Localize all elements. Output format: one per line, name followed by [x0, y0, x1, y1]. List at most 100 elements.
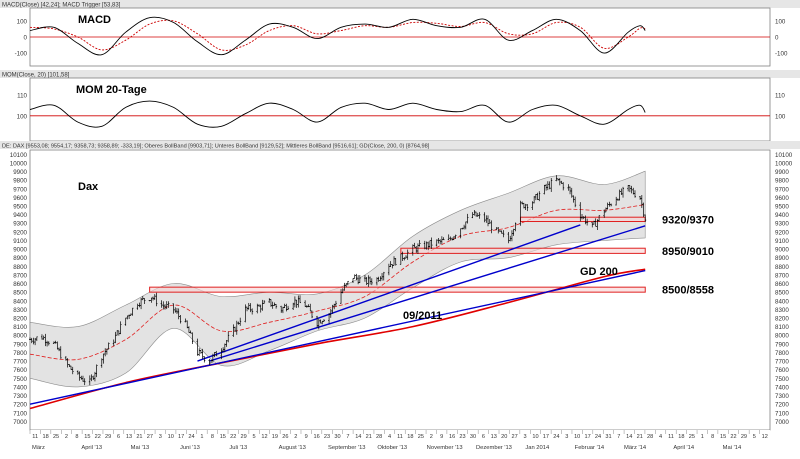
price-tick-left: 8000	[13, 333, 27, 340]
price-tick-left: 8200	[13, 316, 27, 323]
x-month-label: März	[32, 445, 45, 451]
x-month-label: April '13	[81, 445, 102, 451]
mom-tick-labels: 110 110 100 100	[17, 92, 786, 120]
price-tick-right: 8000	[775, 333, 789, 340]
price-tick-right: 7700	[775, 359, 789, 366]
price-tick-right: 8600	[775, 281, 789, 288]
x-day-label: 30	[334, 434, 340, 440]
zone-label-2: 8950/9010	[662, 246, 714, 258]
price-tick-left: 9300	[13, 221, 27, 228]
x-day-label: 27	[512, 434, 518, 440]
mom-tick-right: 100	[775, 113, 786, 120]
x-day-label: 24	[553, 434, 559, 440]
price-tick-left: 8300	[13, 307, 27, 314]
price-tick-left: 7700	[13, 359, 27, 366]
x-day-label: 27	[147, 434, 153, 440]
x-day-label: 14	[355, 434, 361, 440]
price-tick-left: 7900	[13, 341, 27, 348]
mom-header-bar	[0, 70, 800, 78]
x-day-label: 15	[720, 434, 726, 440]
x-day-label: 9	[305, 434, 308, 440]
price-tick-right: 7900	[775, 341, 789, 348]
price-tick-right: 8200	[775, 316, 789, 323]
x-day-label: 2	[65, 434, 68, 440]
x-month-label: September '13	[328, 445, 366, 451]
price-tick-left: 7800	[13, 350, 27, 357]
x-day-label: 29	[741, 434, 747, 440]
price-tick-left: 7100	[13, 410, 27, 417]
macd-tick-left: 0	[24, 35, 28, 42]
price-tick-right: 9400	[775, 212, 789, 219]
price-tick-left: 9100	[13, 238, 27, 245]
x-day-label: 31	[605, 434, 611, 440]
price-tick-left: 7300	[13, 393, 27, 400]
price-tick-right: 8500	[775, 290, 789, 297]
x-day-label: 13	[491, 434, 497, 440]
x-month-label: Juli '13	[229, 445, 247, 451]
x-month-label: Februar '14	[575, 445, 605, 451]
mom-tick-right: 110	[775, 92, 785, 99]
trendline-2	[197, 224, 581, 362]
price-tick-left: 9400	[13, 212, 27, 219]
x-day-label: 28	[376, 434, 382, 440]
macd-tick-right: 0	[775, 35, 779, 42]
x-day-label: 15	[84, 434, 90, 440]
x-month-label: Juni '13	[180, 445, 200, 451]
x-day-label: 25	[418, 434, 424, 440]
price-tick-left: 7600	[13, 367, 27, 374]
price-title: Dax	[78, 181, 99, 193]
x-day-label: 28	[647, 434, 653, 440]
price-tick-right: 8700	[775, 272, 789, 279]
price-tick-right: 7200	[775, 402, 789, 409]
x-month-label: Mai '14	[723, 445, 742, 451]
x-day-label: 4	[388, 434, 391, 440]
price-header-text: DE: DAX [9553,08; 9554,17; 9358,73; 9358…	[2, 144, 430, 150]
mom-tick-left: 110	[17, 92, 27, 99]
price-tick-left: 7000	[13, 419, 27, 426]
bollinger-middle-line	[29, 204, 646, 361]
x-day-label: 19	[272, 434, 278, 440]
support-zone-1	[519, 216, 646, 223]
price-tick-right: 9200	[775, 229, 789, 236]
macd-tick-right: 100	[775, 18, 786, 25]
mom-header-text: MOM(Close, 20) [101,58]	[2, 73, 70, 79]
trendline-label-09-2011: 09/2011	[403, 310, 442, 322]
x-day-label: 23	[459, 434, 465, 440]
price-tick-right: 9700	[775, 186, 789, 193]
macd-header-text: MACD(Close) [42,24]; MACD Trigger [53,83…	[2, 3, 121, 9]
x-day-label: 16	[449, 434, 455, 440]
x-day-label: 25	[53, 434, 59, 440]
price-tick-right: 10000	[775, 160, 793, 167]
price-tick-right: 7500	[775, 376, 789, 383]
x-axis-month-labels: März April '13 Mai '13 Juni '13 Juli '13 Augu…	[32, 445, 742, 451]
x-month-label: April '14	[673, 445, 695, 451]
price-tick-right: 7400	[775, 384, 789, 391]
price-tick-right: 8900	[775, 255, 789, 262]
price-tick-right: 9900	[775, 169, 789, 176]
x-month-label: November '13	[427, 445, 463, 451]
x-axis-band	[30, 430, 770, 454]
price-tick-left: 8800	[13, 264, 27, 271]
x-day-label: 7	[617, 434, 620, 440]
price-tick-left: 10100	[10, 152, 28, 159]
x-day-label: 22	[230, 434, 236, 440]
x-day-label: 21	[136, 434, 142, 440]
x-day-label: 29	[241, 434, 247, 440]
x-day-label: 24	[188, 434, 194, 440]
x-day-label: 17	[543, 434, 549, 440]
price-tick-left: 8900	[13, 255, 27, 262]
x-day-label: 17	[584, 434, 590, 440]
price-tick-left: 7400	[13, 384, 27, 391]
price-tick-left: 8100	[13, 324, 27, 331]
price-tick-left: 7500	[13, 376, 27, 383]
x-day-label: 18	[407, 434, 413, 440]
price-tick-right: 8800	[775, 264, 789, 271]
x-month-label: Mai '13	[131, 445, 150, 451]
price-tick-right: 7000	[775, 419, 789, 426]
x-day-label: 2	[294, 434, 297, 440]
zone-label-1: 9320/9370	[662, 214, 714, 226]
gd200-label: GD 200	[580, 266, 618, 278]
x-month-label: August '13	[279, 445, 306, 451]
price-tick-right: 7600	[775, 367, 789, 374]
